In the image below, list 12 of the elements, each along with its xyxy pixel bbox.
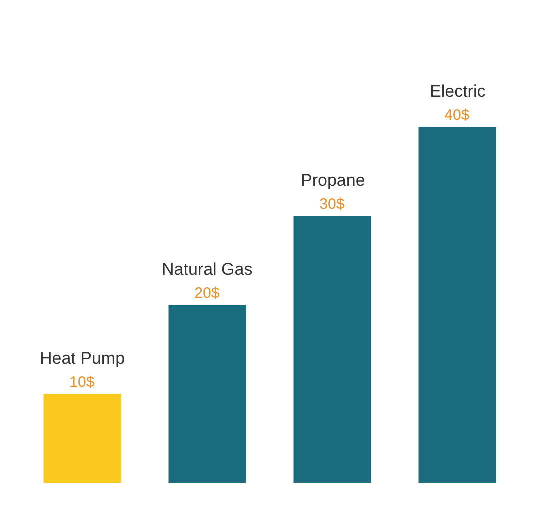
data-label: 10$ <box>70 374 96 391</box>
bar <box>44 394 122 483</box>
data-label: 20$ <box>194 285 220 302</box>
x-tick-label: Propane <box>301 171 366 190</box>
x-tick-label: Natural Gas <box>162 260 253 279</box>
data-label: 40$ <box>444 107 470 124</box>
data-label: 30$ <box>320 196 346 213</box>
bar <box>168 305 246 483</box>
bar <box>294 216 372 483</box>
x-tick-label: Electric <box>430 82 486 101</box>
x-tick-label: Heat Pump <box>40 349 126 368</box>
bar <box>418 127 496 483</box>
